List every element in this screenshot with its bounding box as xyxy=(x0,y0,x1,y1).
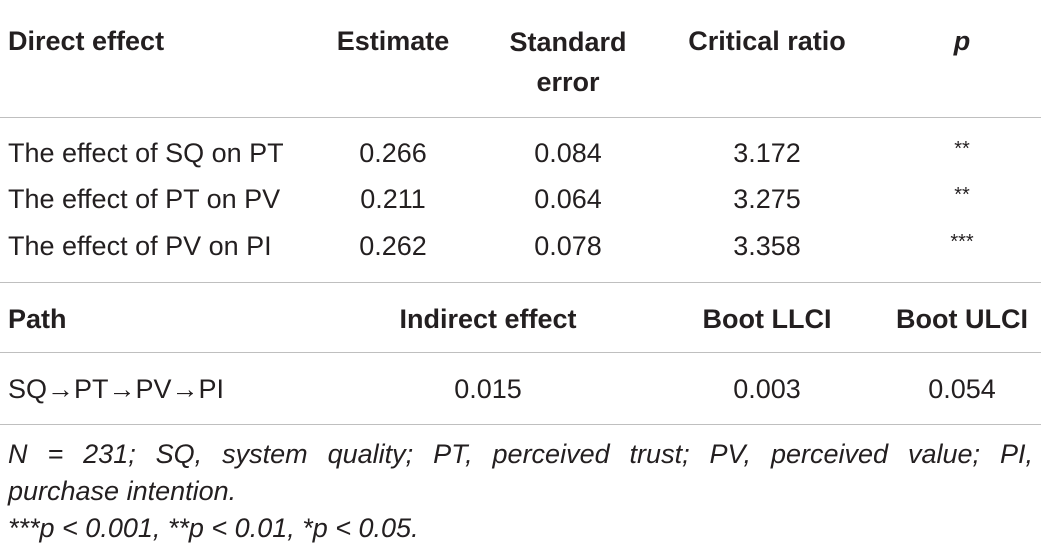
path-row-boot-ulci: 0.054 xyxy=(928,374,996,404)
header-p: p xyxy=(953,26,971,56)
path-row-label: SQ→PT→PV→PI xyxy=(8,374,225,404)
row3-p: *** xyxy=(950,231,974,253)
row3-estimate: 0.262 xyxy=(359,231,427,261)
row1-standard-error: 0.084 xyxy=(534,138,602,168)
table-note-significance: ***p < 0.001, **p < 0.01, *p < 0.05. xyxy=(8,513,419,543)
divider xyxy=(0,282,1041,283)
header-boot-llci: Boot LLCI xyxy=(702,304,832,334)
path-row-boot-llci: 0.003 xyxy=(733,374,801,404)
divider xyxy=(0,117,1041,118)
row1-p: ** xyxy=(954,138,970,160)
row2-label: The effect of PT on PV xyxy=(8,184,281,214)
header-boot-ulci: Boot ULCI xyxy=(896,304,1028,334)
header-critical-ratio: Critical ratio xyxy=(688,26,846,56)
header-estimate: Estimate xyxy=(336,26,450,56)
table-note-abbreviations: N = 231; SQ, system quality; PT, perceiv… xyxy=(8,439,1033,469)
table-note-abbreviations-cont: purchase intention. xyxy=(8,476,237,506)
row3-critical-ratio: 3.358 xyxy=(733,231,801,261)
row1-label: The effect of SQ on PT xyxy=(8,138,284,168)
divider xyxy=(0,352,1041,353)
row1-critical-ratio: 3.172 xyxy=(733,138,801,168)
row1-estimate: 0.266 xyxy=(359,138,427,168)
header-standard-error: Standard error xyxy=(509,27,627,97)
divider xyxy=(0,424,1041,425)
row2-p: ** xyxy=(954,184,970,206)
row2-critical-ratio: 3.275 xyxy=(733,184,801,214)
row3-standard-error: 0.078 xyxy=(534,231,602,261)
header-direct-effect: Direct effect xyxy=(8,26,165,56)
row2-estimate: 0.211 xyxy=(360,184,426,214)
row2-standard-error: 0.064 xyxy=(534,184,602,214)
header-indirect-effect: Indirect effect xyxy=(399,304,577,334)
path-row-indirect-effect: 0.015 xyxy=(454,374,522,404)
header-path: Path xyxy=(8,304,67,334)
row3-label: The effect of PV on PI xyxy=(8,231,272,261)
